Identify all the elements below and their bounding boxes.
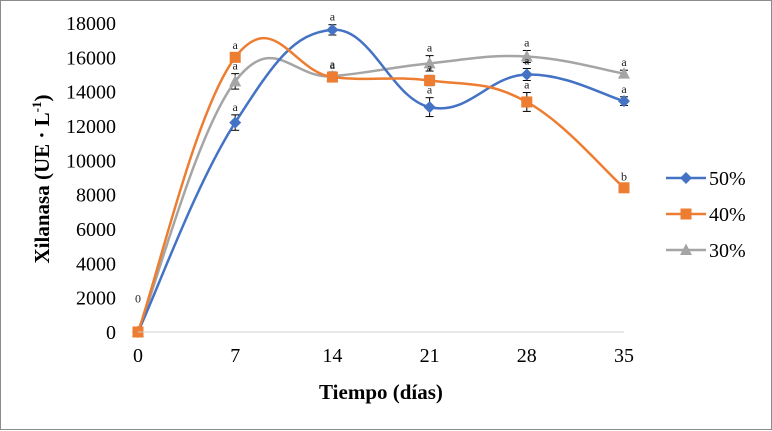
data-point bbox=[520, 49, 533, 62]
legend-item: 50% bbox=[666, 168, 746, 190]
significance-letter: a bbox=[621, 55, 627, 69]
x-tick-label: 14 bbox=[322, 345, 342, 367]
data-point bbox=[424, 75, 436, 87]
series-triangle bbox=[132, 49, 630, 337]
significance-letter: b bbox=[621, 169, 627, 183]
x-tick-label: 0 bbox=[133, 345, 143, 367]
series-layer bbox=[132, 23, 630, 338]
data-point bbox=[229, 116, 242, 129]
series-line bbox=[136, 28, 625, 333]
legend-item: 40% bbox=[666, 204, 746, 226]
legend-marker bbox=[680, 208, 692, 220]
significance-letter: a bbox=[233, 100, 239, 114]
y-tick-label: 10000 bbox=[66, 150, 116, 172]
y-tick-label: 2000 bbox=[76, 288, 116, 310]
data-point bbox=[326, 71, 338, 83]
series-line bbox=[136, 36, 625, 333]
y-tick-label: 16000 bbox=[66, 47, 116, 69]
series-square bbox=[132, 36, 630, 338]
y-tick-label: 6000 bbox=[76, 219, 116, 241]
x-tick-label: 35 bbox=[614, 345, 634, 367]
x-tick-label: 7 bbox=[230, 345, 240, 367]
significance-letter: a bbox=[427, 60, 433, 74]
data-point bbox=[229, 74, 242, 87]
x-tick-label: 21 bbox=[420, 345, 440, 367]
data-point bbox=[618, 182, 630, 194]
plot-area: 0 2000 4000 6000 8000 10000 12000 14000 16000 180… bbox=[66, 10, 634, 367]
y-tick-label: 4000 bbox=[76, 253, 116, 275]
data-point bbox=[229, 51, 241, 63]
y-tick-label: 12000 bbox=[66, 116, 116, 138]
significance-letter: a bbox=[524, 78, 530, 92]
legend-label: 40% bbox=[709, 204, 746, 226]
y-axis-title-main: Xilanasa (UE · L bbox=[30, 112, 54, 263]
y-tick-label: 0 bbox=[106, 322, 116, 344]
significance-letter: a bbox=[330, 10, 336, 24]
data-point bbox=[520, 68, 533, 81]
series-line bbox=[136, 54, 625, 333]
significance-letter: a bbox=[233, 59, 239, 73]
y-axis-title-close: ) bbox=[30, 95, 54, 102]
legend-label: 50% bbox=[709, 168, 746, 190]
y-tick-label: 14000 bbox=[66, 82, 116, 104]
significance-letter: a bbox=[330, 57, 336, 71]
significance-letter: a bbox=[524, 35, 530, 49]
data-point bbox=[521, 96, 533, 108]
data-point bbox=[326, 23, 339, 36]
legend-label: 30% bbox=[709, 240, 746, 262]
y-tick-label: 8000 bbox=[76, 185, 116, 207]
legend-marker bbox=[680, 243, 692, 255]
significance-letter: a bbox=[427, 83, 433, 97]
legend-marker bbox=[680, 172, 692, 184]
legend-item: 30% bbox=[666, 240, 746, 262]
data-point bbox=[423, 101, 436, 114]
significance-letter: a bbox=[330, 58, 336, 72]
y-axis-title: Xilanasa (UE · L-1) bbox=[29, 95, 54, 264]
zero-annotation: 0 bbox=[135, 292, 141, 306]
data-point bbox=[618, 67, 630, 79]
x-tick-label: 28 bbox=[517, 345, 537, 367]
data-point bbox=[423, 56, 436, 69]
significance-letter: a bbox=[233, 38, 239, 52]
x-axis-title: Tiempo (días) bbox=[319, 380, 443, 404]
significance-letter: a bbox=[427, 41, 433, 55]
axis-ticks: 0 2000 4000 6000 8000 10000 12000 14000 16000 180… bbox=[66, 13, 634, 367]
legend: 50% 40% 30% bbox=[666, 168, 746, 262]
significance-letter: a bbox=[621, 82, 627, 96]
significance-letter: a bbox=[524, 53, 530, 67]
y-axis-title-superscript: -1 bbox=[29, 102, 44, 113]
y-tick-label: 18000 bbox=[66, 13, 116, 35]
data-point bbox=[618, 95, 630, 108]
